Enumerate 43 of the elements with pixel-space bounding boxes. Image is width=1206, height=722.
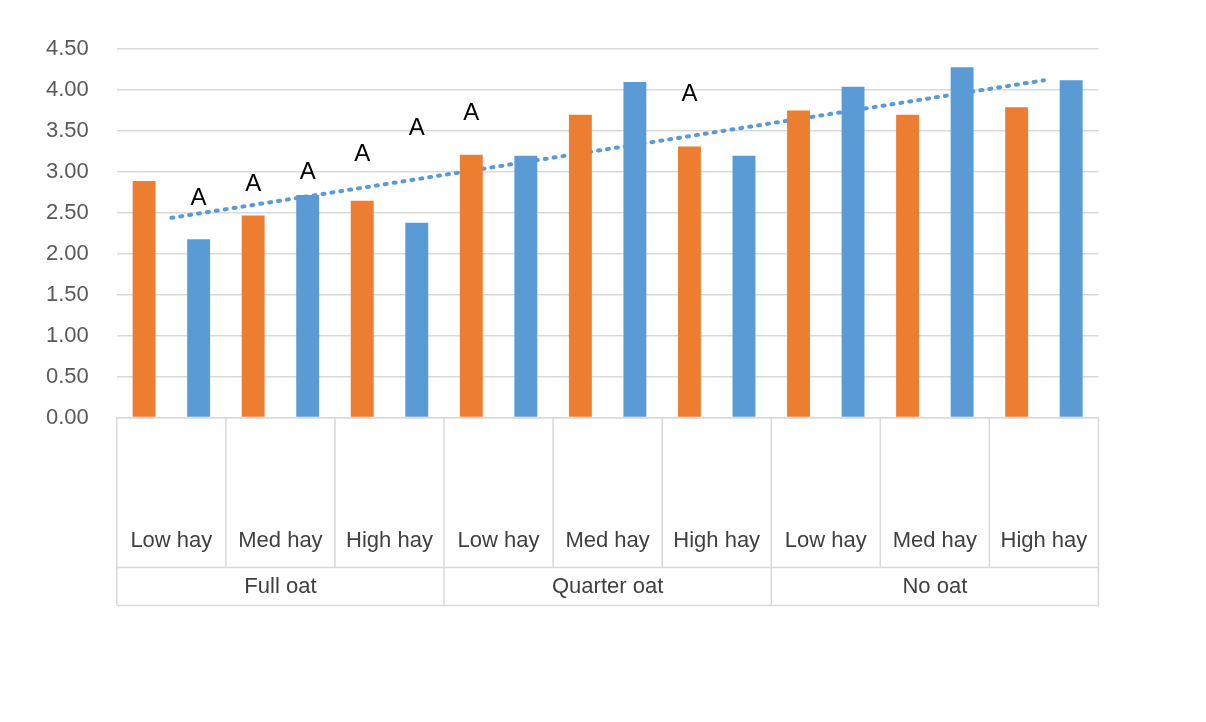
x-tick-label: Med hay bbox=[238, 526, 323, 552]
x-tick-label: High hay bbox=[673, 526, 761, 552]
x-tick-label: Low hay bbox=[130, 526, 213, 552]
annotation: A bbox=[681, 79, 698, 107]
annotation: A bbox=[299, 156, 316, 184]
annotation: A bbox=[463, 98, 480, 126]
bar bbox=[1059, 80, 1083, 417]
bar bbox=[132, 181, 156, 417]
annotation: A bbox=[245, 169, 262, 197]
y-tick-label: 3.50 bbox=[45, 117, 89, 143]
y-tick-label: 1.50 bbox=[45, 280, 89, 306]
y-tick-label: 1.00 bbox=[45, 321, 89, 347]
bar bbox=[241, 215, 265, 417]
x-tick-label: Med hay bbox=[892, 526, 978, 552]
bar bbox=[568, 114, 592, 417]
y-tick-label: 4.50 bbox=[45, 35, 89, 61]
x-tick-label: Low hay bbox=[784, 526, 867, 552]
x-tick-label: High hay bbox=[1000, 526, 1088, 552]
y-tick-label: 0.50 bbox=[45, 362, 89, 388]
y-tick-label: 2.50 bbox=[45, 199, 89, 224]
bar bbox=[459, 154, 483, 417]
bar bbox=[677, 146, 701, 417]
annotation: A bbox=[354, 139, 371, 167]
y-tick-label: 2.00 bbox=[45, 239, 89, 265]
bar bbox=[623, 81, 647, 417]
annotation: A bbox=[408, 113, 425, 141]
bar bbox=[732, 155, 756, 417]
y-tick-label: 4.00 bbox=[45, 76, 89, 102]
annotation: A bbox=[190, 182, 207, 210]
bar bbox=[405, 222, 429, 417]
x-tick-label: Med hay bbox=[565, 526, 650, 552]
text: Quarter oat bbox=[552, 572, 664, 598]
x-tick-label: High hay bbox=[346, 526, 433, 552]
x-tick-label: Low hay bbox=[457, 526, 540, 552]
y-tick-label: 0.00 bbox=[45, 403, 89, 429]
bar bbox=[787, 110, 810, 417]
bar bbox=[350, 200, 374, 417]
bar bbox=[187, 239, 211, 417]
text: No oat bbox=[902, 572, 968, 598]
y-tick-label: 3.00 bbox=[45, 158, 89, 184]
bar bbox=[1005, 107, 1029, 417]
text: Full oat bbox=[244, 572, 317, 598]
bar bbox=[896, 114, 920, 417]
